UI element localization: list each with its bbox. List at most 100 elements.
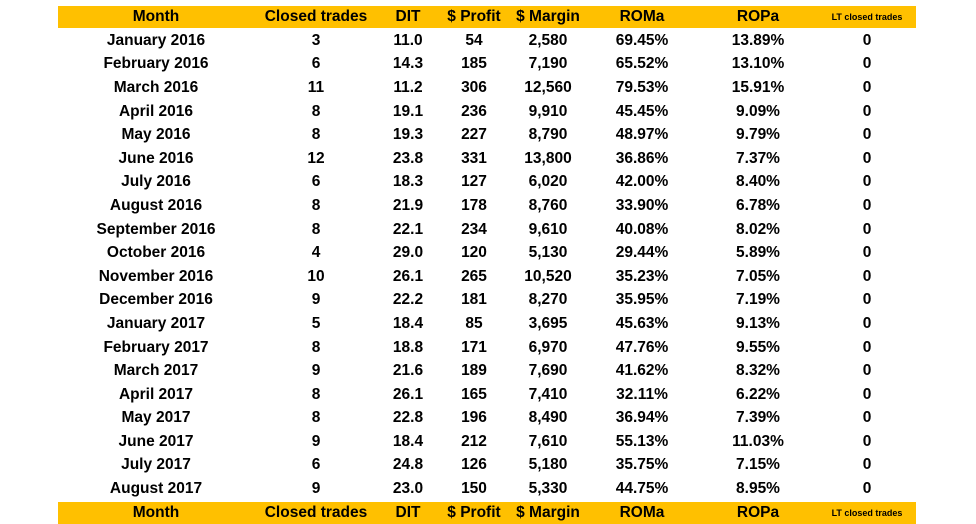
cell-month: March 2016 xyxy=(113,78,199,96)
cell-lt-closed-trades: 0 xyxy=(862,102,872,120)
cell-lt-closed-trades: 0 xyxy=(862,126,872,144)
cell-profit: 265 xyxy=(461,267,487,285)
cell-dit: 22.1 xyxy=(392,220,424,238)
table-row: December 2016 9 22.2 181 8,270 35.95% 7.19% 0 xyxy=(58,289,916,313)
cell-margin: 7,410 xyxy=(528,385,568,403)
table-row: July 2016 6 18.3 127 6,020 42.00% 8.40% 0 xyxy=(58,171,916,195)
cell-dit: 18.4 xyxy=(392,432,424,450)
table-row: February 2017 8 18.8 171 6,970 47.76% 9.55% 0 xyxy=(58,336,916,360)
cell-dit: 19.1 xyxy=(392,102,424,120)
table-row: March 2017 9 21.6 189 7,690 41.62% 8.32% 0 xyxy=(58,359,916,383)
header-closed-trades: Closed trades xyxy=(264,8,368,25)
header-roma: ROMa xyxy=(619,8,665,25)
cell-lt-closed-trades: 0 xyxy=(862,480,872,498)
header-month: Month xyxy=(132,8,180,25)
cell-roma: 45.45% xyxy=(615,102,669,120)
cell-roma: 69.45% xyxy=(615,31,669,49)
cell-roma: 40.08% xyxy=(615,220,669,238)
cell-dit: 11.2 xyxy=(393,78,423,96)
cell-month: January 2017 xyxy=(106,314,206,332)
cell-closed-trades: 8 xyxy=(311,385,321,403)
cell-ropa: 8.32% xyxy=(736,362,780,380)
cell-dit: 21.9 xyxy=(392,196,424,214)
cell-month: June 2017 xyxy=(118,432,194,450)
cell-margin: 9,910 xyxy=(528,102,568,120)
cell-profit: 171 xyxy=(461,338,487,356)
cell-dit: 18.8 xyxy=(392,338,424,356)
cell-profit: 234 xyxy=(461,220,487,238)
cell-month: February 2017 xyxy=(103,338,209,356)
cell-month: August 2016 xyxy=(109,196,203,214)
cell-ropa: 7.39% xyxy=(736,409,780,427)
cell-dit: 14.3 xyxy=(392,55,424,73)
cell-roma: 55.13% xyxy=(615,432,669,450)
cell-closed-trades: 6 xyxy=(311,173,321,191)
header-dit: DIT xyxy=(395,8,421,25)
cell-roma: 35.75% xyxy=(615,456,669,474)
footer-dit: DIT xyxy=(395,503,421,521)
cell-margin: 12,560 xyxy=(524,78,572,96)
cell-lt-closed-trades: 0 xyxy=(862,55,872,73)
cell-lt-closed-trades: 0 xyxy=(862,456,872,474)
cell-profit: 85 xyxy=(465,314,483,332)
cell-roma: 32.11% xyxy=(616,385,668,403)
cell-month: May 2017 xyxy=(121,409,191,427)
table-row: April 2017 8 26.1 165 7,410 32.11% 6.22% 0 xyxy=(58,383,916,407)
cell-ropa: 9.79% xyxy=(736,126,780,144)
cell-roma: 65.52% xyxy=(615,55,669,73)
cell-margin: 5,180 xyxy=(528,456,568,474)
cell-ropa: 8.95% xyxy=(736,480,780,498)
cell-ropa: 7.15% xyxy=(736,456,780,474)
cell-closed-trades: 5 xyxy=(311,314,321,332)
cell-ropa: 8.02% xyxy=(736,220,780,238)
cell-lt-closed-trades: 0 xyxy=(862,409,872,427)
table-row: February 2016 6 14.3 185 7,190 65.52% 13.10% 0 xyxy=(58,53,916,77)
cell-margin: 6,970 xyxy=(528,338,568,356)
cell-margin: 7,610 xyxy=(528,432,568,450)
cell-closed-trades: 9 xyxy=(311,432,321,450)
header-margin: $ Margin xyxy=(516,8,580,25)
cell-roma: 36.94% xyxy=(615,409,669,427)
table-header: Month Closed trades DIT $ Profit $ Margi… xyxy=(58,6,916,28)
table-footer: Month Closed trades DIT $ Profit $ Margi… xyxy=(58,501,916,524)
cell-ropa: 9.13% xyxy=(736,314,780,332)
cell-roma: 45.63% xyxy=(615,314,669,332)
cell-lt-closed-trades: 0 xyxy=(862,31,872,49)
footer-lt-closed-trades: LT closed trades xyxy=(831,507,903,518)
cell-closed-trades: 8 xyxy=(311,338,321,356)
table-row: January 2017 5 18.4 85 3,695 45.63% 9.13% 0 xyxy=(58,312,916,336)
cell-month: August 2017 xyxy=(109,480,203,498)
cell-month: November 2016 xyxy=(98,267,214,285)
cell-profit: 227 xyxy=(461,126,487,144)
cell-closed-trades: 8 xyxy=(311,126,321,144)
cell-closed-trades: 8 xyxy=(311,220,321,238)
cell-margin: 8,790 xyxy=(528,126,568,144)
cell-lt-closed-trades: 0 xyxy=(862,338,872,356)
cell-month: February 2016 xyxy=(103,55,209,73)
table-body: January 2016 3 11.0 54 2,580 69.45% 13.89% 0 Feb… xyxy=(58,29,916,501)
cell-lt-closed-trades: 0 xyxy=(862,196,872,214)
cell-ropa: 11.03% xyxy=(732,432,784,450)
cell-roma: 36.86% xyxy=(615,149,669,167)
cell-ropa: 7.37% xyxy=(736,149,780,167)
table-row: June 2017 9 18.4 212 7,610 55.13% 11.03% 0 xyxy=(58,430,916,454)
cell-profit: 120 xyxy=(461,244,487,262)
cell-month: October 2016 xyxy=(106,244,206,262)
cell-lt-closed-trades: 0 xyxy=(862,291,872,309)
cell-dit: 11.0 xyxy=(393,31,423,49)
cell-closed-trades: 9 xyxy=(311,291,321,309)
cell-dit: 18.4 xyxy=(392,314,424,332)
cell-ropa: 13.10% xyxy=(731,55,785,73)
cell-profit: 185 xyxy=(461,55,487,73)
cell-margin: 2,580 xyxy=(528,31,568,49)
cell-margin: 10,520 xyxy=(524,267,572,285)
table-row: March 2016 11 11.2 306 12,560 79.53% 15.91% 0 xyxy=(58,76,916,100)
cell-closed-trades: 9 xyxy=(311,362,321,380)
cell-dit: 24.8 xyxy=(392,456,424,474)
cell-lt-closed-trades: 0 xyxy=(862,267,872,285)
cell-lt-closed-trades: 0 xyxy=(862,362,872,380)
cell-roma: 41.62% xyxy=(615,362,669,380)
cell-margin: 13,800 xyxy=(524,149,572,167)
cell-profit: 54 xyxy=(465,31,483,49)
cell-roma: 79.53% xyxy=(615,78,669,96)
